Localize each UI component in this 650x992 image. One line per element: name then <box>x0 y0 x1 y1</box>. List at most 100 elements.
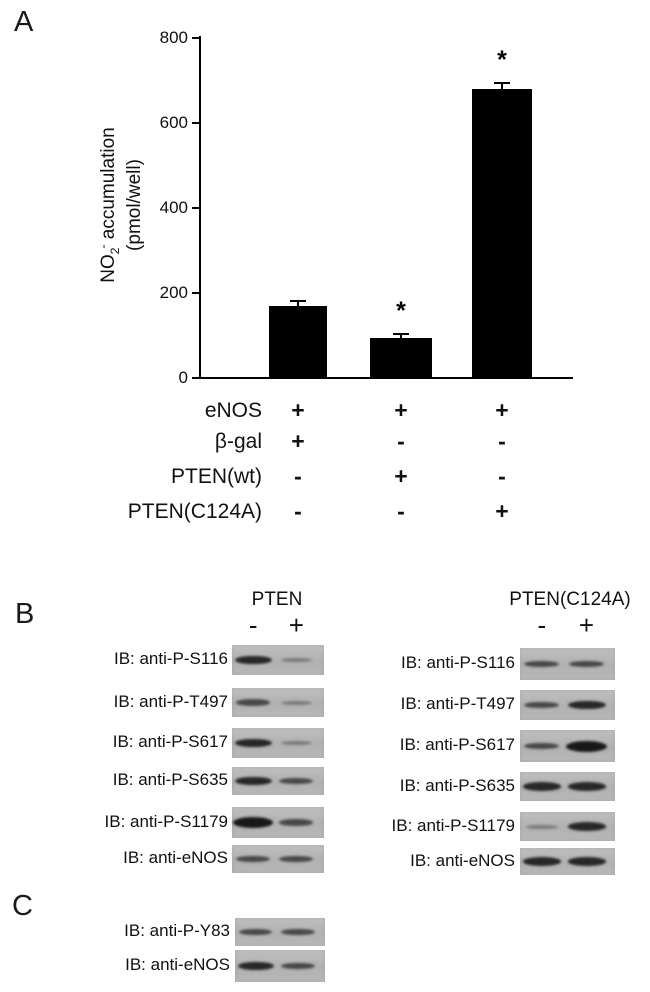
blot-strip <box>520 648 615 680</box>
blot-label: IB: anti-P-S635 <box>112 770 228 789</box>
y-tick-label: 400 <box>159 198 188 217</box>
blot-band <box>524 742 560 750</box>
y-tick-label: 600 <box>159 113 188 132</box>
significance-asterisk: * <box>497 46 507 75</box>
blot-band <box>280 741 313 745</box>
condition-mark: + <box>394 397 408 423</box>
condition-mark: - <box>397 498 405 524</box>
blot-label: IB: anti-P-S1179 <box>104 811 228 831</box>
condition-mark: + <box>291 428 305 454</box>
blot-strip <box>235 918 325 946</box>
no2-bar-chart: NO2- accumulation (pmol/well) 0 200 400 600 8… <box>0 0 650 390</box>
blot-strip <box>520 772 615 801</box>
blot-group-title: PTEN <box>251 589 303 610</box>
condition-mark: - <box>294 463 302 489</box>
lane-mark: - <box>248 610 258 640</box>
blot-band <box>280 700 313 705</box>
condition-mark: - <box>498 463 506 489</box>
blot-band <box>568 660 605 668</box>
blot-label: IB: anti-eNOS <box>410 850 515 870</box>
blot-label: IB: anti-P-S617 <box>112 732 228 751</box>
blot-strip <box>235 950 325 982</box>
blot-band <box>236 699 271 706</box>
blot-strip <box>520 690 615 720</box>
error-bar-stem <box>297 300 299 306</box>
condition-mark: + <box>495 498 509 524</box>
y-tick-mark <box>192 122 200 124</box>
condition-mark: + <box>495 397 509 423</box>
blot-band <box>567 822 606 831</box>
y-axis-line <box>199 36 201 379</box>
blot-strip <box>232 688 324 717</box>
y-tick-label: 800 <box>159 28 188 47</box>
blot-label: IB: anti-P-S116 <box>113 649 228 668</box>
y-tick-mark <box>192 292 200 294</box>
blot-band <box>524 701 560 709</box>
y-tick-label: 200 <box>159 283 188 302</box>
bar <box>472 89 532 378</box>
blot-band <box>522 782 561 791</box>
blot-band <box>281 962 315 970</box>
blot-label: IB: anti-P-S116 <box>400 653 515 672</box>
error-bar-cap <box>494 82 510 85</box>
condition-label: PTEN(wt) <box>171 465 262 488</box>
blot-strip <box>232 767 324 795</box>
blot-group-title: PTEN(C124A) <box>509 589 631 610</box>
blot-band <box>239 928 273 936</box>
blot-band <box>236 855 271 863</box>
condition-label: eNOS <box>204 399 262 422</box>
blot-strip <box>520 730 615 762</box>
blot-band <box>279 777 314 785</box>
blot-label: IB: anti-P-T497 <box>400 694 515 713</box>
lane-mark: + <box>578 610 595 640</box>
blot-band <box>522 857 561 866</box>
panel-a-label: A <box>14 6 34 38</box>
blot-band <box>234 655 272 665</box>
blot-label: IB: anti-eNOS <box>123 848 228 867</box>
blot-strip <box>520 812 615 841</box>
blot-strip <box>232 728 324 758</box>
blot-strip <box>232 645 324 675</box>
blot-strip <box>232 845 324 873</box>
blot-band <box>567 700 606 710</box>
error-bar-cap <box>393 332 409 335</box>
significance-asterisk: * <box>396 296 406 325</box>
blot-band <box>232 817 274 828</box>
bar <box>269 305 327 378</box>
blot-band <box>565 740 608 752</box>
error-bar-stem <box>501 82 503 89</box>
y-tick-label: 0 <box>178 368 188 387</box>
blot-band <box>279 855 314 863</box>
blot-strip <box>232 807 324 838</box>
blot-band <box>524 660 560 668</box>
condition-mark: + <box>394 463 408 489</box>
blot-label: IB: anti-P-Y83 <box>124 921 230 940</box>
condition-label: PTEN(C124A) <box>127 500 262 523</box>
blot-band <box>237 961 274 971</box>
blot-band <box>234 738 272 748</box>
y-tick-mark <box>192 377 200 379</box>
error-bar-stem <box>400 332 402 338</box>
y-tick-mark <box>192 37 200 39</box>
condition-mark: - <box>397 428 405 454</box>
condition-mark: + <box>291 397 305 423</box>
lane-mark: - <box>537 610 547 640</box>
blot-label: IB: anti-P-S635 <box>399 775 515 795</box>
blot-band <box>279 819 314 826</box>
y-tick-mark <box>192 207 200 209</box>
blot-label: IB: anti-P-S1179 <box>391 815 515 835</box>
blot-band <box>234 776 272 786</box>
blot-label: IB: anti-P-T497 <box>113 691 228 711</box>
error-bar-cap <box>290 300 306 303</box>
blot-label: IB: anti-eNOS <box>125 955 230 974</box>
panel-c-label: C <box>12 890 33 922</box>
condition-mark: - <box>294 498 302 524</box>
blot-band <box>567 857 606 866</box>
blot-band <box>567 782 606 791</box>
condition-label: β-gal <box>214 430 262 453</box>
condition-mark: - <box>498 428 506 454</box>
blot-band <box>281 928 315 936</box>
